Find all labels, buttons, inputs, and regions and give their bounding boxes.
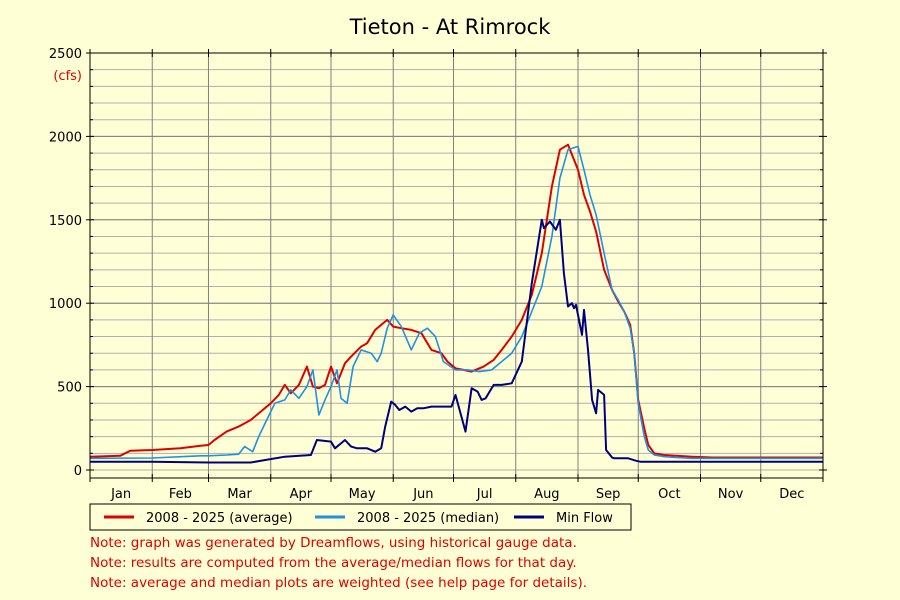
grid [90, 52, 823, 478]
x-tick-label-jul: Jul [476, 487, 493, 502]
y-tick-label: 2000 [49, 130, 82, 145]
x-tick-label-feb: Feb [169, 487, 192, 502]
note-1: Note: graph was generated by Dreamflows,… [90, 535, 577, 551]
legend-label-2: 2008 - 2025 (median) [357, 511, 499, 526]
note-3: Note: average and median plots are weigh… [90, 575, 588, 591]
y-tick-label: 2500 [49, 47, 82, 62]
x-tick-label-aug: Aug [534, 487, 559, 502]
x-axis: Jan Feb Mar Apr May Jun Jul Aug Sep Oct Nov Dec [89, 49, 824, 502]
legend-label-3: Min Flow [556, 511, 613, 526]
y-axis-unit-label: (cfs) [53, 69, 82, 84]
series-line-2 [89, 145, 823, 460]
y-tick-label: 1000 [49, 297, 82, 312]
series-line-1 [89, 143, 823, 459]
y-tick-label: 500 [57, 381, 82, 396]
x-tick-label-sep: Sep [596, 487, 621, 502]
x-tick-label-dec: Dec [779, 487, 804, 502]
x-tick-label-mar: Mar [227, 487, 252, 502]
x-tick-label-apr: Apr [290, 487, 313, 502]
series-lines [89, 143, 823, 464]
x-tick-label-oct: Oct [658, 487, 680, 502]
legend: 2008 - 2025 (average) 2008 - 2025 (median… [89, 503, 632, 531]
chart-title: Tieton - At Rimrock [349, 15, 552, 39]
x-tick-label-may: May [349, 487, 376, 502]
series-line-3 [90, 218, 823, 464]
x-tick-label-jun: Jun [412, 487, 433, 502]
y-axis: 0 500 1000 1500 2000 2500 [49, 47, 827, 479]
legend-label-1: 2008 - 2025 (average) [146, 511, 293, 526]
plot-frame [89, 52, 824, 479]
x-tick-label-nov: Nov [718, 487, 744, 502]
y-tick-label: 1500 [49, 214, 82, 229]
note-2: Note: results are computed from the aver… [90, 555, 577, 571]
y-tick-label: 0 [74, 464, 82, 479]
x-tick-label-jan: Jan [110, 487, 131, 502]
